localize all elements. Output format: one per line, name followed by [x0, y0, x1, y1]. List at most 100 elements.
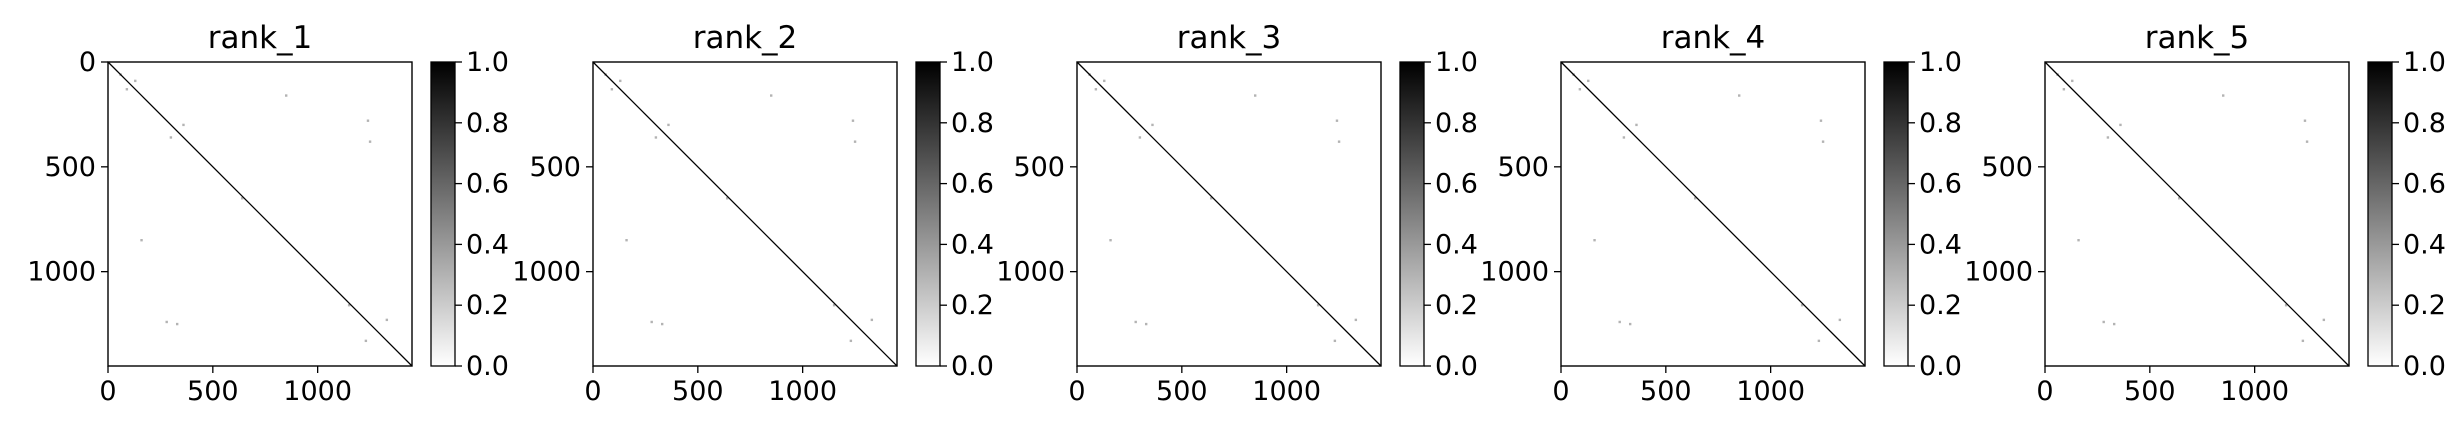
- y-tick-label: 500: [1981, 152, 2033, 183]
- heatmap-panel-3: rank_3 0 500 1000 500 1000 0.0 0.2 0.4 0.6 0.8 1.0: [996, 20, 1478, 407]
- axes-frame: [592, 61, 898, 367]
- panel-title: rank_2: [693, 20, 798, 56]
- contact-point: [2062, 88, 2066, 91]
- contact-point: [1618, 320, 1621, 324]
- contact-point: [849, 339, 853, 343]
- contact-point: [385, 318, 389, 322]
- contact-point: [625, 239, 628, 242]
- colorbar-tick-label: 1.0: [951, 47, 994, 78]
- y-tick-label: 500: [44, 152, 96, 183]
- contact-point: [1254, 94, 1257, 97]
- contact-point: [169, 136, 173, 139]
- x-tick-label: 500: [1156, 376, 1208, 407]
- colorbar: [1883, 61, 1909, 367]
- contact-point: [2102, 320, 2105, 324]
- colorbar-tick-label: 0.2: [1919, 290, 1962, 321]
- panel-title: rank_5: [2145, 20, 2250, 56]
- contact-point: [140, 239, 143, 242]
- contact-point: [650, 320, 653, 324]
- contact-point: [1578, 88, 1582, 91]
- y-tick-label: 0: [79, 47, 96, 78]
- contact-point: [2106, 136, 2110, 139]
- heatmap-panel-1: rank_1 0 500 1000 0 500 1000 0.0 0.2 0.4 0.6 0.8 1.0: [27, 20, 509, 407]
- diagonal-line: [592, 61, 898, 367]
- contact-point: [610, 88, 614, 91]
- contact-point: [1337, 140, 1341, 143]
- contact-point: [660, 322, 664, 326]
- colorbar-tick-label: 0.4: [466, 229, 509, 260]
- colorbar-tick-label: 0.0: [2403, 351, 2446, 382]
- contact-point: [366, 119, 370, 122]
- contact-point: [1333, 339, 1337, 343]
- contact-point: [2301, 339, 2305, 343]
- contact-point: [2071, 79, 2074, 83]
- colorbar-tick-label: 0.2: [1435, 290, 1478, 321]
- x-tick-label: 1000: [1252, 376, 1321, 407]
- contact-point: [1109, 239, 1112, 242]
- colorbar-tick-label: 0.8: [1919, 108, 1962, 139]
- contact-point: [2322, 318, 2326, 322]
- panel-title: rank_1: [208, 20, 313, 56]
- contact-point: [368, 140, 372, 143]
- contact-point: [770, 94, 773, 97]
- y-tick-label: 1000: [996, 257, 1065, 288]
- x-tick-label: 0: [1552, 376, 1569, 407]
- contact-point: [619, 79, 622, 83]
- contact-point: [2222, 94, 2225, 97]
- contact-point: [2112, 322, 2116, 326]
- contact-point: [1800, 304, 1804, 307]
- colorbar-tick-label: 0.4: [1435, 229, 1478, 260]
- contact-point: [1587, 79, 1590, 83]
- x-tick-label: 0: [2036, 376, 2053, 407]
- x-tick-label: 1000: [2220, 376, 2289, 407]
- x-tick-label: 1000: [1736, 376, 1805, 407]
- colorbar-tick-label: 0.8: [466, 108, 509, 139]
- x-tick-label: 500: [187, 376, 239, 407]
- contact-point: [347, 304, 351, 307]
- contact-point: [1209, 197, 1213, 200]
- contact-point: [1738, 94, 1741, 97]
- y-tick-label: 500: [529, 152, 581, 183]
- contact-point: [165, 320, 168, 324]
- contact-point: [853, 140, 857, 143]
- colorbar-tick-label: 0.0: [1919, 351, 1962, 382]
- colorbar-tick-label: 0.2: [466, 290, 509, 321]
- colorbar-tick-label: 0.4: [2403, 229, 2446, 260]
- contact-point: [1635, 123, 1638, 127]
- contact-point: [240, 197, 244, 200]
- axes-frame: [2044, 61, 2350, 367]
- y-tick-label: 1000: [512, 257, 581, 288]
- colorbar-tick-label: 1.0: [1435, 47, 1478, 78]
- colorbar-tick-label: 0.8: [2403, 108, 2446, 139]
- contact-point: [2284, 304, 2288, 307]
- panel-title: rank_3: [1177, 20, 1282, 56]
- colorbar-tick-label: 0.0: [466, 351, 509, 382]
- contact-point: [134, 79, 137, 83]
- contact-point: [1151, 123, 1154, 127]
- colorbar-tick-label: 0.8: [1435, 108, 1478, 139]
- contact-point: [1821, 140, 1825, 143]
- contact-point: [1354, 318, 1358, 322]
- x-tick-label: 1000: [768, 376, 837, 407]
- colorbar-tick-label: 0.8: [951, 108, 994, 139]
- y-tick-label: 1000: [27, 257, 96, 288]
- contact-point: [1693, 197, 1697, 200]
- contact-point: [2303, 119, 2307, 122]
- colorbar-tick-label: 0.2: [2403, 290, 2446, 321]
- contact-point: [1103, 79, 1106, 83]
- heatmap-panel-2: rank_2 0 500 1000 500 1000 0.0 0.2 0.4 0.6 0.8 1.0: [512, 20, 994, 407]
- colorbar-tick-label: 0.2: [951, 290, 994, 321]
- contact-point: [1138, 136, 1142, 139]
- contact-point: [1628, 322, 1632, 326]
- colorbar: [2367, 61, 2393, 367]
- diagonal-line: [1076, 61, 1382, 367]
- y-tick-label: 1000: [1480, 257, 1549, 288]
- colorbar-tick-label: 0.6: [1435, 169, 1478, 200]
- contact-point: [2305, 140, 2309, 143]
- contact-point: [1335, 119, 1339, 122]
- contact-point: [1622, 136, 1626, 139]
- contact-point: [285, 94, 288, 97]
- contact-point: [2119, 123, 2122, 127]
- contact-point: [1144, 322, 1148, 326]
